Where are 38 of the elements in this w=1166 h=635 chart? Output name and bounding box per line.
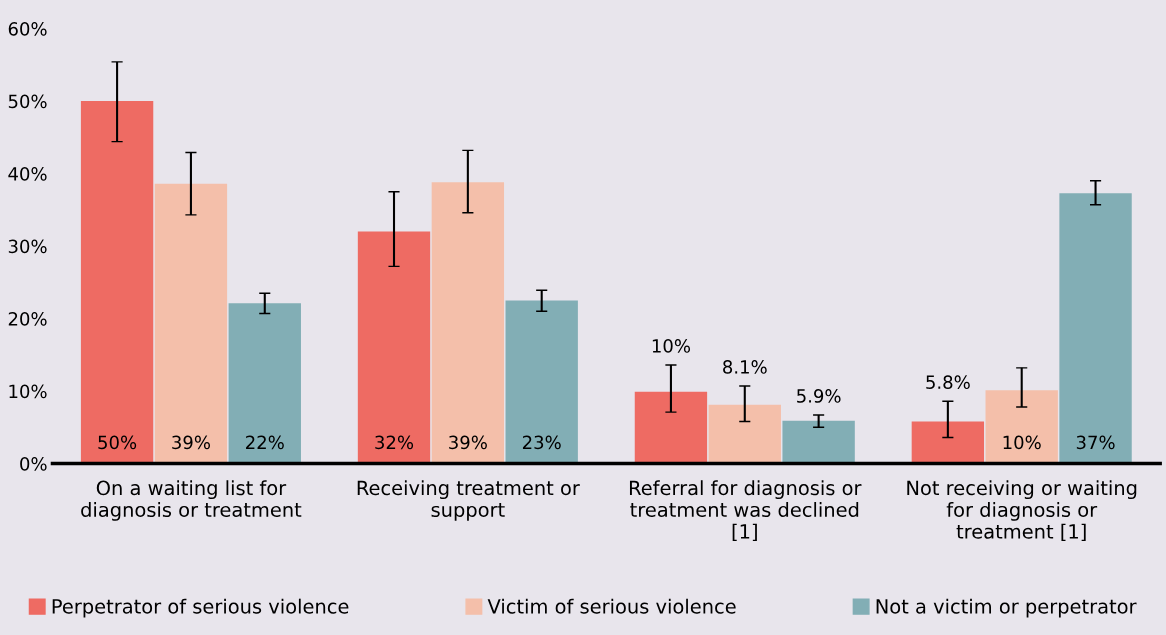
x-tick-label: Receiving treatment or support [357, 480, 580, 521]
bar [505, 300, 578, 464]
legend-label: Perpetrator of serious violence [52, 598, 349, 618]
bar [911, 421, 985, 464]
x-tick-label: Referral for diagnosis or treatment was declined [1] [629, 480, 862, 542]
data-label: 23% [522, 435, 561, 450]
x-tick-label: On a waiting list for diagnosis or treatment [81, 480, 302, 521]
bar [357, 231, 431, 464]
bar [80, 101, 154, 464]
data-label: 39% [172, 435, 210, 450]
data-label: 22% [246, 435, 284, 450]
y-tick-label: 30% [8, 239, 47, 254]
data-label: 32% [375, 435, 414, 450]
bar [782, 420, 855, 464]
y-tick-label: 20% [8, 312, 47, 326]
y-tick-label: 10% [9, 384, 47, 399]
bar [708, 404, 781, 464]
bar [634, 391, 708, 464]
data-label: 37% [1076, 435, 1115, 450]
legend-label: Not a victim or perpetrator [876, 598, 1137, 618]
bar [228, 303, 301, 464]
data-label: 5.8% [926, 375, 970, 390]
y-tick-label: 40% [8, 167, 47, 181]
bar [1059, 193, 1132, 464]
bar [985, 390, 1058, 464]
data-label: 10% [1003, 435, 1041, 450]
data-label: 10% [652, 339, 690, 353]
y-tick-label: 60% [8, 22, 47, 36]
x-tick-label: Not receiving or waiting for diagnosis or treatment [1] [907, 480, 1137, 542]
bar [431, 182, 505, 464]
data-label: 5.9% [797, 389, 841, 403]
data-label: 8.1% [723, 360, 767, 374]
y-tick-label: 0% [20, 457, 47, 471]
legend-label: Victim of serious violence [487, 598, 736, 614]
bar [154, 183, 228, 464]
y-tick-label: 50% [8, 94, 47, 109]
data-label: 50% [98, 435, 137, 450]
data-label: 39% [449, 435, 487, 450]
